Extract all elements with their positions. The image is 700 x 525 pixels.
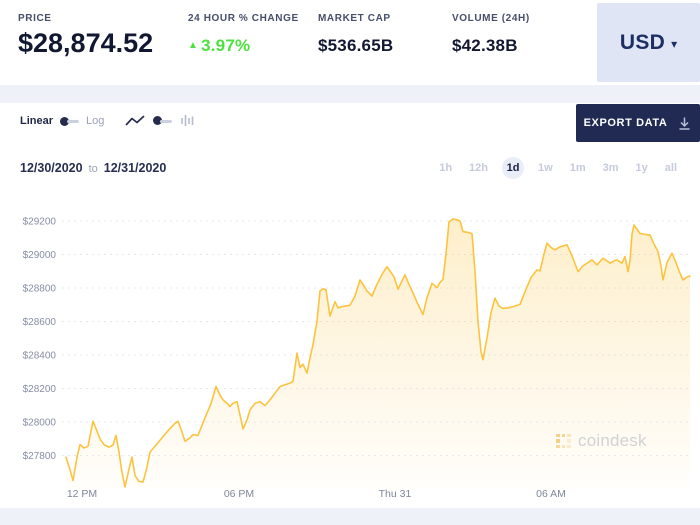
bar-chart-icon[interactable]	[180, 113, 194, 128]
price-label: PRICE	[18, 13, 52, 24]
export-data-label: EXPORT DATA	[583, 117, 668, 129]
date-to[interactable]: 12/31/2020	[103, 161, 167, 175]
chart-toolbar: Linear Log EXPORT DATA	[0, 103, 700, 142]
y-tick-label-27800: $27800	[23, 451, 57, 462]
stat-market-cap: MARKET CAP $536.65B	[318, 13, 393, 56]
y-tick-label-28000: $28000	[23, 418, 57, 429]
time-range-buttons: 1h 12h 1d 1w 1m 3m 1y all	[436, 155, 680, 181]
stat-volume: VOLUME (24H) $42.38B	[452, 13, 530, 56]
range-button-12h[interactable]: 12h	[466, 157, 491, 179]
y-tick-label-28600: $28600	[23, 317, 57, 328]
chart-type-toggle-switch[interactable]	[153, 116, 172, 126]
download-icon	[679, 117, 690, 130]
range-button-3m[interactable]: 3m	[600, 157, 622, 179]
change-value: 3.97%	[201, 36, 251, 55]
up-triangle-icon: ▲	[188, 40, 199, 51]
y-tick-label-28200: $28200	[23, 384, 57, 395]
currency-value: USD	[619, 30, 666, 54]
x-tick-label-06-pm: 06 PM	[224, 488, 254, 500]
x-tick-label-06-am: 06 AM	[536, 488, 566, 500]
scale-toggle-group: Linear Log	[20, 115, 104, 127]
range-button-1m[interactable]: 1m	[567, 157, 589, 179]
volume-label: VOLUME (24H)	[452, 13, 530, 24]
chart-type-toggle-group	[125, 113, 194, 128]
range-button-1d[interactable]: 1d	[502, 157, 525, 179]
x-tick-label-thu-31: Thu 31	[379, 488, 412, 500]
log-scale-label[interactable]: Log	[86, 115, 105, 127]
range-button-1y[interactable]: 1y	[633, 157, 651, 179]
caret-down-icon: ▾	[671, 37, 678, 51]
export-data-button[interactable]: EXPORT DATA	[576, 104, 700, 142]
price-area-fill	[66, 219, 690, 489]
line-chart-icon[interactable]	[125, 114, 145, 128]
stat-price: PRICE $28,874.52	[18, 13, 153, 59]
market-cap-label: MARKET CAP	[318, 13, 391, 24]
price-value: $28,874.52	[18, 28, 154, 58]
price-stats-header: PRICE $28,874.52 24 HOUR % CHANGE ▲ 3.97…	[0, 0, 700, 85]
y-tick-label-28400: $28400	[23, 351, 57, 362]
range-button-1h[interactable]: 1h	[436, 157, 455, 179]
price-chart: $29200 $29000 $28800 $28600 $28400 $28200 $280…	[23, 217, 692, 500]
range-button-all[interactable]: all	[662, 157, 680, 179]
y-tick-label-28800: $28800	[23, 284, 57, 295]
range-row: 12/30/2020 to 12/31/2020 1h 12h 1d 1w 1m 3m 1y…	[0, 155, 700, 181]
price-line	[65, 218, 691, 488]
currency-selector-button[interactable]: USD ▾	[597, 3, 700, 82]
x-tick-label-12-pm: 12 PM	[67, 488, 97, 500]
change-value-row: ▲ 3.97%	[188, 36, 299, 56]
range-button-1w[interactable]: 1w	[535, 157, 556, 179]
date-range: 12/30/2020 to 12/31/2020	[20, 161, 166, 175]
date-separator: to	[88, 163, 98, 175]
scale-toggle-switch[interactable]	[60, 116, 80, 126]
date-from[interactable]: 12/30/2020	[20, 161, 83, 175]
stat-24h-change: 24 HOUR % CHANGE ▲ 3.97%	[188, 13, 299, 56]
market-cap-value: $536.65B	[318, 36, 394, 55]
y-tick-label-29000: $29000	[23, 250, 57, 261]
volume-value: $42.38B	[452, 36, 518, 55]
y-tick-label-29200: $29200	[23, 217, 57, 228]
change-label: 24 HOUR % CHANGE	[188, 13, 299, 24]
linear-scale-label[interactable]: Linear	[20, 115, 54, 127]
chart-card: Linear Log EXPORT DATA	[0, 103, 700, 508]
